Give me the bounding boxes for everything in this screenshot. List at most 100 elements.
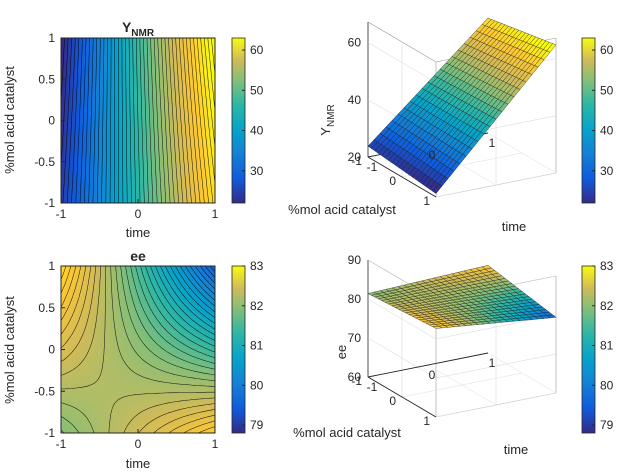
contour-cell	[176, 300, 181, 305]
contour-cell	[103, 341, 108, 347]
contour-cell	[152, 105, 157, 110]
y-tick-label: 0	[48, 114, 55, 128]
contour-cell	[190, 184, 195, 189]
contour-cell	[208, 364, 213, 370]
contour-cell	[138, 98, 143, 103]
contour-cell	[162, 191, 167, 197]
contour-cell	[68, 372, 73, 377]
contour-cell	[96, 60, 101, 65]
contour-cell	[120, 195, 125, 200]
contour-cell	[78, 173, 83, 178]
contour-cell	[131, 353, 136, 358]
contour-cell	[75, 307, 80, 313]
contour-cell	[124, 334, 129, 339]
contour-cell	[78, 341, 83, 347]
contour-cell	[68, 292, 73, 297]
contour-cell	[183, 86, 188, 92]
contour-cell	[134, 139, 139, 144]
contour-cell	[176, 425, 181, 430]
contour-cell	[187, 319, 192, 324]
contour-cell	[145, 372, 150, 377]
contour-cell	[138, 307, 143, 313]
contour-cell	[204, 79, 209, 84]
contour-cell	[176, 120, 181, 125]
contour-cell	[162, 83, 167, 88]
contour-cell	[190, 406, 195, 411]
contour-cell	[197, 319, 202, 324]
contour-cell	[176, 349, 181, 354]
contour-cell	[103, 402, 108, 408]
contour-cell	[68, 368, 73, 373]
contour-cell	[134, 83, 139, 88]
contour-cell	[190, 421, 195, 427]
contour-cell	[127, 135, 132, 140]
contour-cell	[103, 391, 108, 396]
contour-cell	[201, 176, 206, 182]
contour-cell	[96, 406, 101, 411]
contour-cell	[92, 288, 97, 294]
contour-cell	[127, 414, 132, 419]
contour-cell	[169, 288, 174, 294]
contour-cell	[211, 71, 215, 77]
z-tick-label: 80	[348, 292, 362, 306]
contour-cell	[106, 315, 111, 320]
contour-cell	[96, 124, 101, 129]
contour-cell	[103, 158, 108, 163]
contour-cell	[64, 94, 69, 99]
contour-cell	[110, 101, 115, 107]
contour-cell	[64, 124, 69, 129]
contour-cell	[155, 165, 160, 170]
contour-cell	[106, 364, 111, 370]
contour-cell	[197, 326, 202, 332]
contour-cell	[92, 120, 97, 125]
contour-cell	[208, 379, 213, 385]
contour-cell	[120, 266, 125, 271]
ynmr-contour-xlabel: time	[126, 225, 151, 240]
contour-cell	[124, 341, 129, 347]
contour-cell	[211, 173, 215, 178]
contour-cell	[145, 146, 150, 152]
contour-cell	[96, 349, 101, 354]
contour-cell	[208, 64, 213, 69]
contour-cell	[155, 146, 160, 152]
contour-cell	[190, 105, 195, 110]
contour-cell	[82, 158, 87, 163]
contour-cell	[197, 60, 202, 65]
contour-cell	[162, 120, 167, 125]
contour-cell	[204, 113, 209, 118]
contour-cell	[159, 417, 164, 423]
contour-cell	[85, 338, 90, 343]
contour-cell	[201, 417, 206, 423]
contour-cell	[148, 131, 153, 137]
contour-cell	[131, 139, 136, 144]
contour-cell	[113, 161, 118, 167]
contour-cell	[75, 120, 80, 125]
contour-cell	[110, 124, 115, 129]
contour-cell	[169, 326, 174, 332]
contour-cell	[92, 269, 97, 275]
contour-cell	[166, 199, 171, 203]
contour-cell	[124, 402, 129, 408]
contour-cell	[176, 372, 181, 377]
contour-cell	[68, 124, 73, 129]
contour-cell	[75, 372, 80, 377]
y-tick-label: 0	[48, 343, 55, 357]
contour-cell	[117, 146, 122, 152]
contour-cell	[201, 191, 206, 197]
contour-cell	[106, 195, 111, 200]
contour-cell	[75, 45, 80, 50]
contour-cell	[71, 113, 76, 118]
contour-cell	[187, 45, 192, 50]
contour-cell	[145, 406, 150, 411]
contour-cell	[124, 273, 129, 278]
contour-cell	[208, 131, 213, 137]
contour-cell	[166, 398, 171, 404]
contour-cell	[141, 188, 146, 193]
contour-cell	[204, 94, 209, 99]
contour-cell	[61, 79, 66, 84]
contour-cell	[169, 98, 174, 103]
contour-cell	[106, 45, 111, 50]
contour-cell	[208, 425, 213, 430]
contour-cell	[110, 364, 115, 370]
